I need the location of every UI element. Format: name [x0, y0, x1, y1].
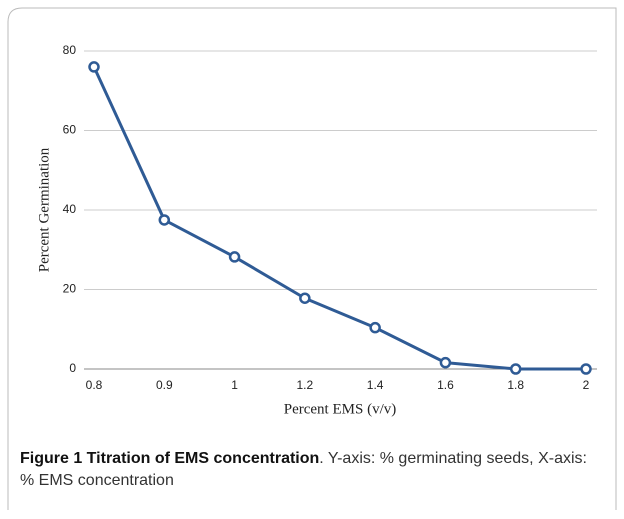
data-point — [88, 61, 100, 73]
x-axis-title: Percent EMS (v/v) — [284, 401, 396, 417]
y-tick-label: 60 — [63, 123, 77, 137]
figure-frame — [7, 7, 617, 510]
y-axis-title: Percent Germination — [36, 147, 52, 272]
data-point — [299, 292, 311, 304]
x-tick-label: 1 — [231, 378, 238, 392]
data-point — [158, 214, 171, 226]
x-tick-label: 1.8 — [507, 378, 524, 392]
x-tick-label: 0.9 — [156, 378, 173, 392]
data-point — [580, 363, 592, 375]
data-point — [509, 363, 522, 375]
x-tick-label: 1.2 — [297, 378, 314, 392]
x-tick-label: 2 — [583, 378, 590, 392]
data-point — [439, 356, 452, 369]
caption: Figure 1 Titration of EMS concentration.… — [20, 448, 600, 492]
caption-title: Figure 1 Titration of EMS concentration — [20, 450, 320, 467]
y-tick-label: 40 — [63, 202, 77, 216]
y-tick-label: 80 — [63, 43, 77, 57]
caption-text: . Y-axis: % germinating seeds, X-axis: %… — [20, 450, 587, 489]
data-point — [369, 321, 381, 334]
y-tick-label: 0 — [69, 361, 76, 375]
series-line — [92, 66, 586, 371]
y-tick-label: 20 — [63, 282, 77, 296]
data-point — [228, 251, 241, 263]
x-tick-label: 0.8 — [86, 378, 103, 392]
x-tick-label: 1.6 — [437, 378, 454, 392]
x-tick-label: 1.4 — [367, 378, 384, 392]
